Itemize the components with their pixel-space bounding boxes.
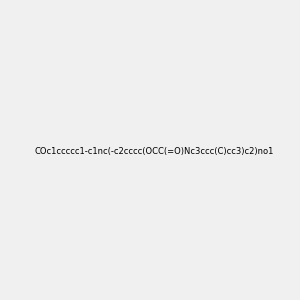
Text: COc1ccccc1-c1nc(-c2cccc(OCC(=O)Nc3ccc(C)cc3)c2)no1: COc1ccccc1-c1nc(-c2cccc(OCC(=O)Nc3ccc(C)… bbox=[34, 147, 273, 156]
